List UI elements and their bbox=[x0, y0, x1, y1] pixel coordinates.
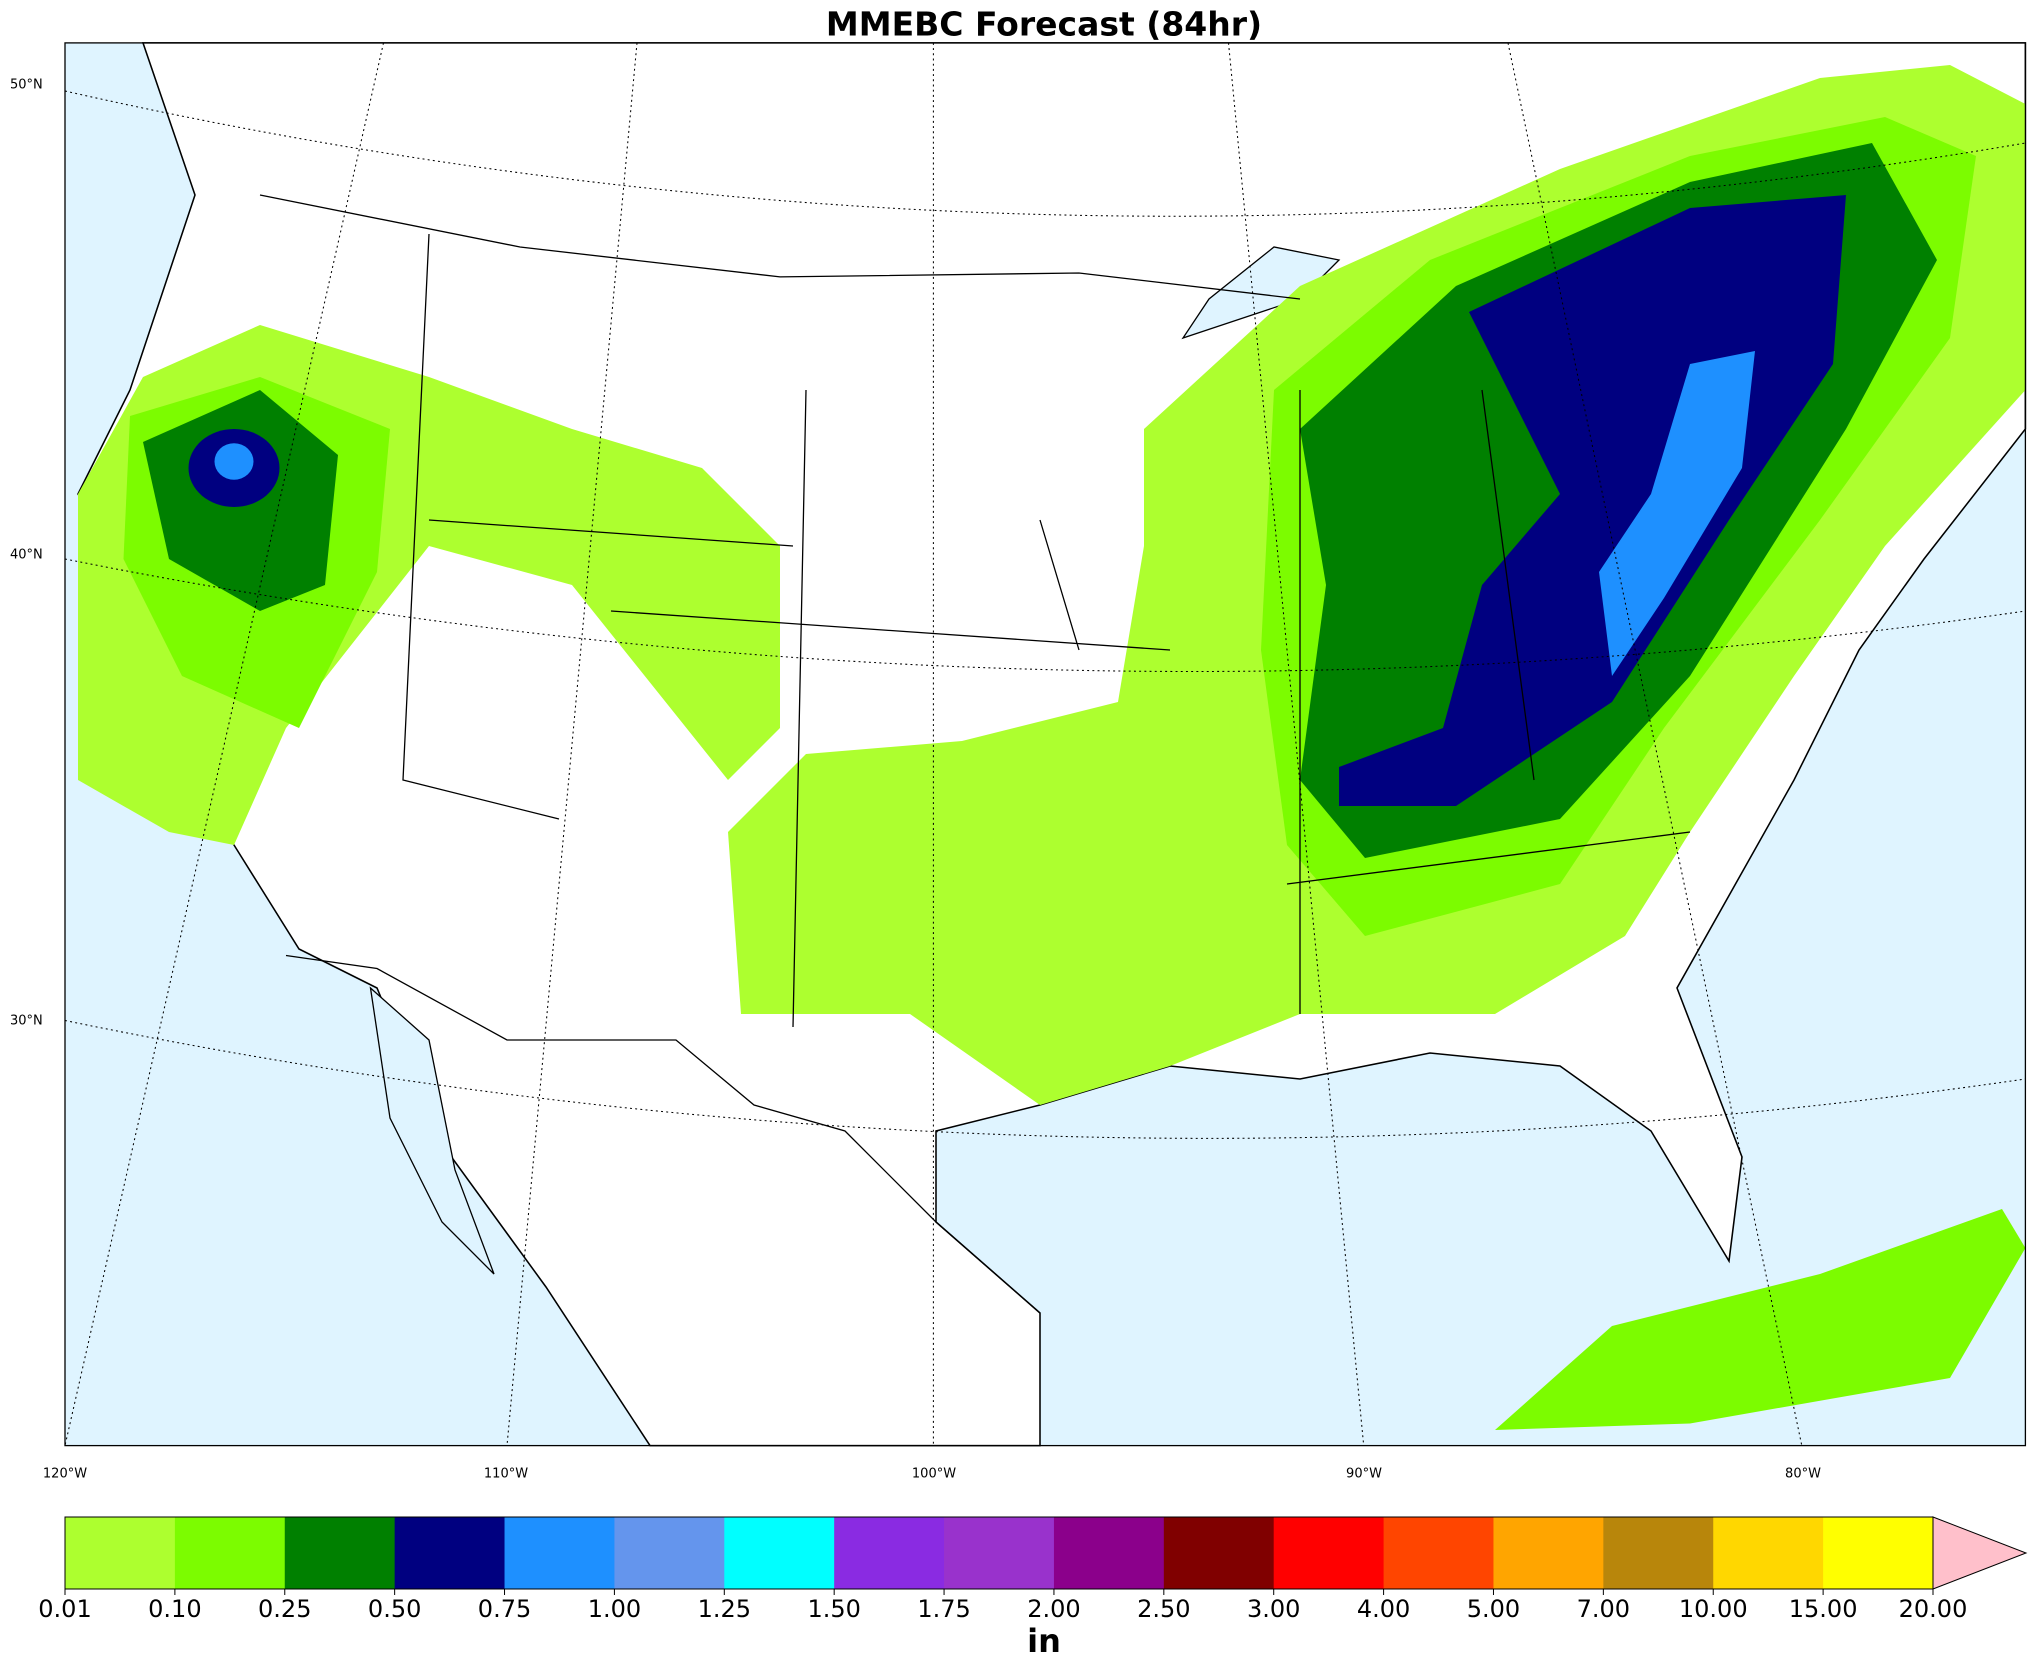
colorbar-segment bbox=[1053, 1517, 1165, 1589]
colorbar-segment bbox=[1383, 1517, 1494, 1589]
colorbar-segment bbox=[1273, 1517, 1385, 1589]
colorbar-segment bbox=[944, 1517, 1055, 1589]
colorbar-tick-label: 1.75 bbox=[917, 1595, 970, 1623]
colorbar-segment bbox=[1713, 1517, 1824, 1589]
colorbar-frame bbox=[64, 1516, 1934, 1590]
title: MMEBC Forecast (84hr) bbox=[826, 5, 1262, 44]
colorbar-segment bbox=[614, 1517, 725, 1589]
colorbar-tick-label: 0.10 bbox=[148, 1595, 201, 1623]
colorbar-tick-label: 10.00 bbox=[1679, 1595, 1748, 1623]
colorbar-segment bbox=[284, 1517, 396, 1589]
borders bbox=[259, 194, 1691, 1314]
colorbar-segment bbox=[504, 1517, 615, 1589]
lon-label: 110°W bbox=[484, 1467, 528, 1482]
precip-areas bbox=[78, 65, 2026, 1430]
colorbar-tick-label: 1.50 bbox=[807, 1595, 860, 1623]
colorbar-tick-label: 5.00 bbox=[1467, 1595, 1520, 1623]
graticule bbox=[64, 42, 2026, 1446]
colorbar-segment bbox=[1163, 1517, 1275, 1589]
colorbar-tick-label: 20.00 bbox=[1899, 1595, 1968, 1623]
colorbar-segment bbox=[65, 1517, 176, 1589]
colorbar-segment bbox=[724, 1517, 835, 1589]
lat-label: 30°N bbox=[10, 1014, 43, 1029]
lat-label: 40°N bbox=[10, 548, 43, 563]
map-frame bbox=[64, 42, 2027, 1447]
colorbar-tick-label: 0.25 bbox=[258, 1595, 311, 1623]
lon-label: 80°W bbox=[1785, 1467, 1821, 1482]
colorbar-tick-label: 1.00 bbox=[588, 1595, 641, 1623]
colorbar-tick-label: 7.00 bbox=[1577, 1595, 1630, 1623]
colorbar-tick-label: 0.50 bbox=[368, 1595, 421, 1623]
colorbar-segment bbox=[394, 1517, 506, 1589]
colorbar-tick-label: 3.00 bbox=[1247, 1595, 1300, 1623]
colorbar-tick-label: 0.75 bbox=[478, 1595, 531, 1623]
gulf-of-california bbox=[369, 986, 495, 1275]
colorbar-tick-label: 4.00 bbox=[1357, 1595, 1410, 1623]
colorbar-unit: in bbox=[1027, 1622, 1061, 1660]
colorbar-segment bbox=[1603, 1517, 1714, 1589]
colorbar-tick-label: 15.00 bbox=[1789, 1595, 1858, 1623]
colorbar-tick-label: 0.01 bbox=[38, 1595, 91, 1623]
axis-labels: 50°N 40°N 30°N 120°W 110°W 100°W 90°W 80°W bbox=[10, 78, 1821, 1482]
colorbar-tick-label: 1.25 bbox=[698, 1595, 751, 1623]
lon-label: 120°W bbox=[43, 1467, 87, 1482]
colorbar-tick-label: 2.00 bbox=[1027, 1595, 1080, 1623]
colorbar-segment bbox=[1493, 1517, 1604, 1589]
colorbar-segment bbox=[1823, 1517, 1934, 1589]
lat-label: 50°N bbox=[10, 78, 43, 93]
colorbar-tick-label: 2.50 bbox=[1137, 1595, 1190, 1623]
colorbar: 0.01 0.10 0.25 0.50 0.75 1.00 1.25 1.50 1.75 2.00… bbox=[38, 1516, 2028, 1660]
lon-label: 100°W bbox=[912, 1467, 956, 1482]
colorbar-segment bbox=[174, 1517, 286, 1589]
map bbox=[64, 42, 2027, 1447]
lon-label: 90°W bbox=[1346, 1467, 1382, 1482]
colorbar-extension bbox=[1932, 1516, 2028, 1590]
colorbar-segment bbox=[834, 1517, 945, 1589]
